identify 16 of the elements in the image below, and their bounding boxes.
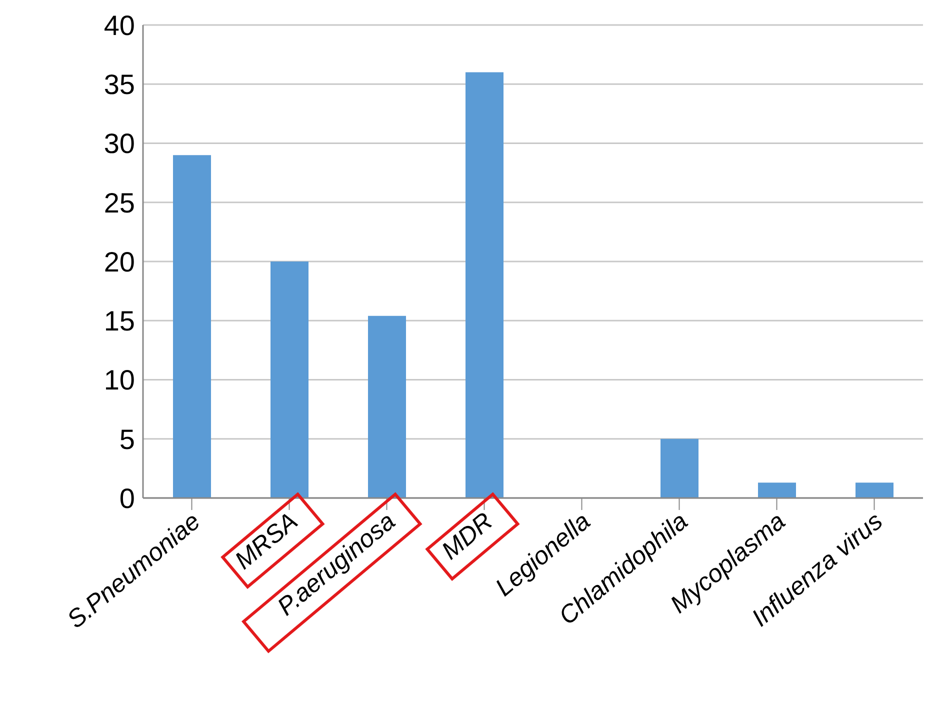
bar (660, 438, 698, 498)
bar (368, 316, 406, 498)
y-tick-label: 20 (104, 246, 135, 278)
bar (856, 482, 894, 498)
y-tick-label: 35 (104, 69, 135, 100)
y-tick-label: 15 (104, 306, 135, 337)
bar (173, 155, 211, 498)
y-tick-label: 25 (104, 187, 135, 218)
y-tick-label: 5 (119, 424, 135, 455)
bar (466, 72, 504, 498)
bar (270, 262, 308, 498)
y-tick-label: 10 (104, 364, 135, 396)
y-tick-label: 40 (104, 10, 135, 41)
y-tick-label: 0 (119, 482, 135, 514)
y-tick-label: 30 (104, 128, 135, 160)
bar (758, 482, 796, 498)
